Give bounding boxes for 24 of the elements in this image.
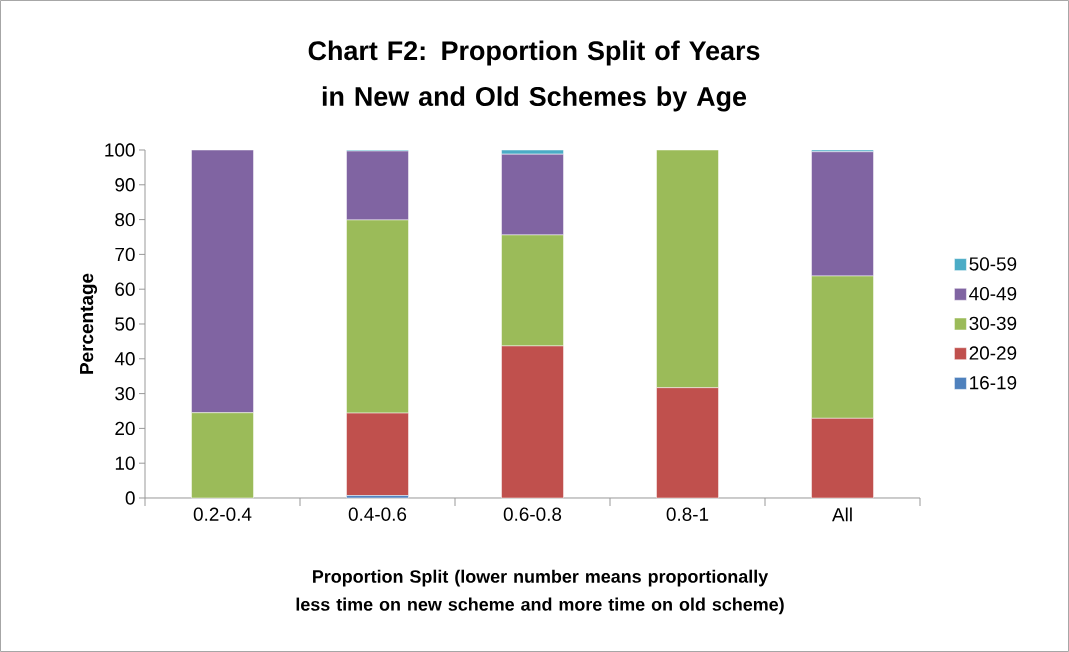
x-tick-label: 0.8-1	[666, 507, 709, 521]
legend-label: 16-19	[970, 376, 1017, 390]
legend-label: 30-39	[969, 316, 1017, 331]
x-tick-label: All	[832, 507, 852, 522]
y-tick-label: 0	[125, 491, 135, 505]
y-axis-title: Percentage	[80, 273, 98, 374]
x-axis-title: Proportion Split (lower number means proportionally less time on new scheme and more time on old scheme)	[296, 569, 784, 615]
legend-label: 50-59	[969, 257, 1017, 271]
y-tick-label: 50	[115, 317, 135, 331]
y-tick-label: 10	[115, 456, 135, 470]
y-tick-label: 70	[115, 247, 135, 262]
x-tick-label: 0.4-0.6	[348, 507, 407, 521]
x-tick-label: 0.6-0.8	[503, 507, 562, 521]
chart-title: Chart F2: Proportion Split of Years in New and Old Schemes by Age	[308, 40, 760, 112]
y-tick-label: 100	[105, 143, 135, 157]
legend-label: 40-49	[969, 286, 1017, 301]
y-tick-label: 30	[115, 386, 135, 401]
y-tick-label: 20	[115, 421, 135, 436]
y-tick-label: 40	[114, 352, 135, 366]
x-tick-label: 0.2-0.4	[193, 507, 252, 521]
legend-label: 20-29	[969, 346, 1017, 360]
y-tick-label: 90	[115, 178, 135, 192]
y-tick-label: 80	[115, 212, 135, 227]
y-tick-label: 60	[115, 282, 135, 296]
